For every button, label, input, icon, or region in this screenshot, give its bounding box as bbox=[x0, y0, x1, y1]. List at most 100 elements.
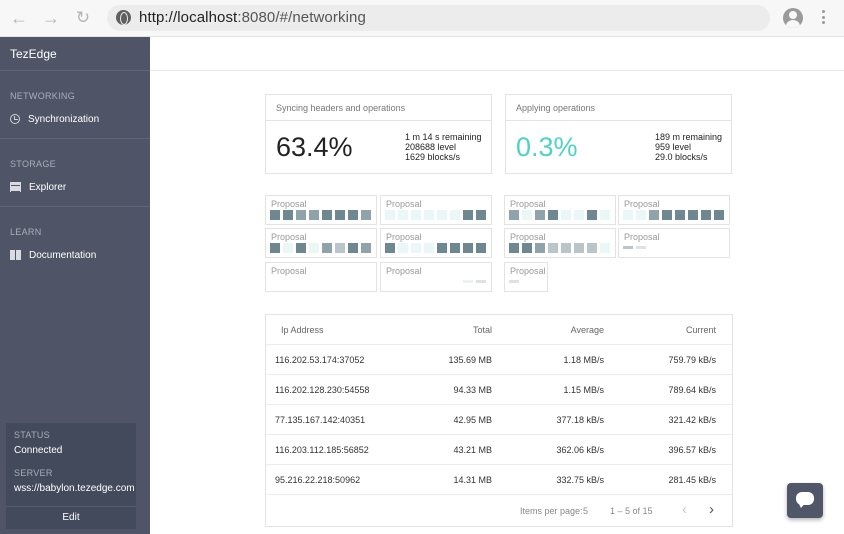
proposal-square bbox=[600, 210, 610, 220]
proposal-square bbox=[548, 210, 558, 220]
proposal-box: Proposal bbox=[380, 262, 492, 292]
proposal-square bbox=[398, 210, 408, 220]
proposal-box: Proposal bbox=[380, 228, 492, 258]
proposal-label: Proposal bbox=[386, 266, 422, 276]
cell-current: 281.45 kB/s bbox=[668, 475, 716, 485]
url-text[interactable]: http://localhost:8080/#/networking bbox=[139, 9, 366, 26]
chat-icon[interactable] bbox=[787, 483, 823, 518]
applying-percent: 0.3% bbox=[516, 132, 578, 162]
cell-average: 1.18 MB/s bbox=[563, 355, 604, 365]
proposal-box: Proposal bbox=[265, 195, 377, 225]
history-icon bbox=[10, 114, 20, 124]
items-per-page-select[interactable]: 5 bbox=[583, 506, 589, 516]
proposal-box: Proposal bbox=[380, 195, 492, 225]
proposal-square bbox=[335, 243, 345, 253]
sidebar: TezEdge NETWORKING Synchronization STORA… bbox=[0, 37, 150, 534]
cell-average: 362.06 kB/s bbox=[556, 445, 604, 455]
proposal-box: Proposal bbox=[504, 195, 616, 225]
proposal-square bbox=[649, 210, 659, 220]
sidebar-item-documentation[interactable]: Documentation bbox=[10, 247, 96, 263]
cell-ip: 116.202.128.230:54558 bbox=[275, 385, 370, 395]
divider bbox=[266, 434, 732, 435]
header-divider bbox=[150, 70, 844, 71]
server-label: SERVER bbox=[14, 468, 53, 478]
proposal-square bbox=[411, 210, 421, 220]
account-icon[interactable] bbox=[783, 8, 803, 28]
cell-total: 43.21 MB bbox=[453, 445, 492, 455]
proposal-square bbox=[296, 210, 306, 220]
connection-status-panel: STATUS Connected SERVER wss://babylon.te… bbox=[6, 423, 136, 529]
proposal-label: Proposal bbox=[510, 232, 546, 242]
divider bbox=[266, 494, 732, 495]
cell-average: 332.75 kB/s bbox=[556, 475, 604, 485]
proposal-square bbox=[561, 243, 571, 253]
sidebar-item-label: Explorer bbox=[29, 181, 67, 193]
proposal-square bbox=[361, 243, 371, 253]
proposal-square bbox=[450, 243, 460, 253]
column-header-current[interactable]: Current bbox=[685, 325, 716, 335]
url-path: :8080/#/networking bbox=[237, 9, 366, 26]
sidebar-item-synchronization[interactable]: Synchronization bbox=[10, 111, 99, 127]
column-header-average[interactable]: Average bbox=[570, 325, 604, 335]
applying-card: Applying operations 0.3% 189 m remaining… bbox=[505, 94, 732, 174]
proposal-square bbox=[398, 243, 408, 253]
proposal-square bbox=[335, 210, 345, 220]
syncing-level: 208688 level bbox=[405, 142, 457, 152]
proposal-box: Proposal bbox=[618, 195, 730, 225]
applying-level: 959 level bbox=[655, 142, 692, 152]
sidebar-item-label: Synchronization bbox=[28, 113, 100, 125]
proposal-box: Proposal bbox=[504, 262, 548, 292]
proposal-square bbox=[522, 210, 532, 220]
syncing-remaining: 1 m 14 s remaining bbox=[405, 132, 482, 142]
cell-current: 789.64 kB/s bbox=[668, 385, 716, 395]
proposal-bar bbox=[509, 280, 519, 283]
edit-server-button[interactable]: Edit bbox=[62, 512, 80, 523]
sidebar-item-explorer[interactable]: Explorer bbox=[10, 179, 66, 195]
proposal-square bbox=[411, 243, 421, 253]
reload-icon[interactable]: ↻ bbox=[75, 8, 91, 27]
more-menu-icon[interactable] bbox=[822, 10, 826, 26]
book-icon bbox=[10, 250, 21, 260]
url-host: http://localhost bbox=[139, 9, 238, 26]
section-title-storage: STORAGE bbox=[10, 159, 56, 169]
address-bar[interactable] bbox=[107, 5, 770, 31]
section-title-networking: NETWORKING bbox=[10, 91, 75, 101]
proposal-square bbox=[574, 243, 584, 253]
applying-title: Applying operations bbox=[506, 95, 731, 121]
cell-ip: 116.202.53.174:37052 bbox=[275, 355, 365, 365]
browser-toolbar: ← → ↻ http://localhost:8080/#/networking bbox=[0, 0, 844, 37]
proposal-square bbox=[587, 210, 597, 220]
forward-arrow-icon[interactable]: → bbox=[42, 8, 60, 28]
brand-title: TezEdge bbox=[10, 47, 57, 61]
divider bbox=[266, 404, 732, 405]
syncing-rate: 1629 blocks/s bbox=[405, 152, 461, 162]
cell-current: 396.57 kB/s bbox=[668, 445, 716, 455]
syncing-stats: 1 m 14 s remaining 208688 level 1629 blo… bbox=[405, 132, 482, 162]
proposal-square bbox=[424, 210, 434, 220]
proposal-square bbox=[535, 243, 545, 253]
back-arrow-icon[interactable]: ← bbox=[10, 8, 28, 28]
status-value: Connected bbox=[14, 445, 63, 456]
chevron-right-icon[interactable]: › bbox=[709, 501, 714, 518]
storage-icon bbox=[10, 182, 21, 192]
proposal-square bbox=[623, 210, 633, 220]
chevron-left-icon[interactable]: ‹ bbox=[682, 501, 687, 518]
proposal-square bbox=[476, 243, 486, 253]
proposal-square bbox=[662, 210, 672, 220]
proposal-square bbox=[522, 243, 532, 253]
proposal-square bbox=[476, 210, 486, 220]
divider bbox=[266, 464, 732, 465]
column-header-total[interactable]: Total bbox=[472, 325, 492, 335]
proposal-square bbox=[574, 210, 584, 220]
proposal-square bbox=[600, 243, 610, 253]
column-header-ip[interactable]: Ip Address bbox=[281, 325, 324, 335]
applying-stats: 189 m remaining 959 level 29.0 blocks/s bbox=[655, 132, 722, 162]
proposal-square bbox=[385, 210, 395, 220]
proposal-square bbox=[509, 210, 519, 220]
proposal-square bbox=[587, 243, 597, 253]
syncing-title: Syncing headers and operations bbox=[266, 95, 491, 121]
cell-average: 377.18 kB/s bbox=[556, 415, 604, 425]
divider bbox=[6, 506, 136, 507]
cell-ip: 77.135.167.142:40351 bbox=[275, 415, 366, 425]
cell-ip: 95.216.22.218:50962 bbox=[275, 475, 361, 485]
